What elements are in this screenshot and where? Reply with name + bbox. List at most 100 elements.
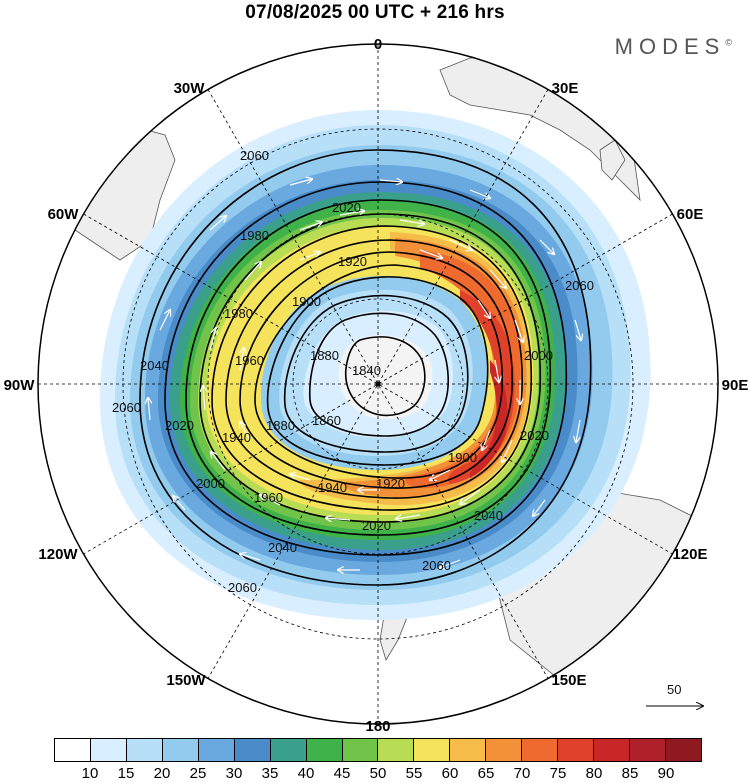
- wind-vector: [449, 239, 472, 250]
- contour-label: 1920: [338, 254, 367, 269]
- colorbar-swatch: [342, 739, 379, 761]
- contour-label: 2000: [524, 348, 553, 363]
- band-80-85: [469, 360, 508, 478]
- lon-label-120w: 120W: [38, 546, 78, 563]
- wind-vector: [460, 489, 481, 504]
- colorbar-swatch: [234, 739, 271, 761]
- map-boundary: [37, 43, 719, 725]
- wind-vector: [173, 496, 186, 511]
- lon-label-30e: 30E: [552, 80, 579, 97]
- colorbar-tick-label: 30: [225, 765, 243, 782]
- contour-1960: [225, 239, 523, 499]
- contour-label: 1900: [448, 450, 477, 465]
- wind-vector: [396, 514, 421, 519]
- lon-label-30w: 30W: [174, 80, 206, 97]
- contour-label: 1880: [310, 348, 339, 363]
- land-madagascar: [599, 139, 626, 181]
- wind-vector: [430, 469, 451, 480]
- band-70-75: [404, 250, 521, 489]
- contour-label: 2040: [268, 540, 297, 555]
- colorbar-tick-label: 60: [441, 765, 459, 782]
- reference-vector-label: 50: [667, 682, 681, 697]
- wind-vector: [533, 499, 546, 516]
- wind-vector: [203, 386, 205, 411]
- colorbar-swatch: [198, 739, 235, 761]
- contour-label: 1980: [240, 228, 269, 243]
- colorbar-swatch: [630, 739, 666, 761]
- wind-vector: [477, 299, 490, 318]
- colorbar-swatch: [486, 739, 523, 761]
- lon-label-120e: 120E: [672, 546, 707, 563]
- colorbar-tick-label: 85: [621, 765, 639, 782]
- wind-vector: [289, 179, 312, 186]
- contour-label: 2020: [362, 518, 391, 533]
- contour-label: 1840: [352, 363, 381, 378]
- wind-vector: [244, 262, 261, 281]
- contour-label-group: 2060 2060 2060 2060 2060 2040 2040 2040 …: [112, 148, 594, 595]
- contour-label: 1900: [292, 294, 321, 309]
- wind-vector: [379, 180, 402, 182]
- colorbar: [54, 738, 702, 762]
- colorbar-tick-label: 90: [657, 765, 675, 782]
- colorbar-tick-label: 35: [261, 765, 279, 782]
- contour-label: 1940: [318, 480, 347, 495]
- contour-label: 2060: [422, 558, 451, 573]
- colorbar-swatch: [414, 739, 451, 761]
- lon-label-60e: 60E: [677, 206, 704, 223]
- colorbar-tick-labels: 10 15 20 25 30 35 40 45 50 55 60 65 70 75 80 85 90: [0, 765, 750, 783]
- graticule: [38, 44, 718, 724]
- contour-label: 1860: [312, 413, 341, 428]
- wind-vector: [299, 222, 322, 231]
- wind-vectors: [148, 179, 581, 570]
- colorbar-swatch: [665, 739, 701, 761]
- wind-vector: [495, 359, 499, 382]
- wind-vector: [290, 474, 311, 481]
- wind-vector: [399, 219, 424, 224]
- colorbar-swatch: [306, 739, 343, 761]
- lon-label-90e: 90E: [722, 377, 749, 394]
- contour-label: 2020: [165, 418, 194, 433]
- reference-vector: 50: [646, 682, 703, 706]
- colorbar-swatch: [55, 739, 91, 761]
- contour-label: 2040: [140, 358, 169, 373]
- colorbar-swatch: [558, 739, 595, 761]
- contour-label: 1940: [222, 430, 251, 445]
- colorbar-swatch: [270, 739, 307, 761]
- colorbar-tick-label: 10: [81, 765, 99, 782]
- contour-1980: [211, 225, 532, 511]
- contour-label: 1960: [235, 353, 264, 368]
- contour-label: 2060: [240, 148, 269, 163]
- wind-vector: [326, 518, 351, 520]
- contour-2020: [185, 199, 552, 536]
- wind-vector: [440, 559, 461, 568]
- wind-vector: [482, 429, 491, 450]
- wind-vector: [211, 452, 226, 471]
- colorbar-tick-label: 80: [585, 765, 603, 782]
- contour-1940: [239, 251, 513, 489]
- wind-vector: [576, 419, 580, 442]
- colorbar-tick-label: 55: [405, 765, 423, 782]
- lon-label-180: 180: [365, 718, 390, 735]
- brand-name: MODES: [614, 34, 726, 59]
- wind-vector: [502, 439, 513, 462]
- colorbar-tick-label: 45: [333, 765, 351, 782]
- colorbar-tick-label: 15: [117, 765, 135, 782]
- contour-2040: [164, 181, 568, 556]
- wind-vector: [339, 211, 364, 216]
- colorbar-tick-label: 70: [513, 765, 531, 782]
- colorbar-tick-label: 50: [369, 765, 387, 782]
- wind-vector: [514, 319, 523, 342]
- wind-vector: [209, 216, 226, 231]
- colorbar-tick-label: 40: [297, 765, 315, 782]
- colorbar-swatch: [162, 739, 199, 761]
- colorbar-swatch: [594, 739, 630, 761]
- contour-label: 2060: [112, 400, 141, 415]
- wind-vector: [489, 269, 506, 288]
- wind-vector: [240, 348, 244, 371]
- pole-dot: [375, 381, 381, 387]
- lon-label-60w: 60W: [48, 206, 80, 223]
- colorbar-swatch: [90, 739, 127, 761]
- contour-label: 1960: [254, 490, 283, 505]
- map-disk: [38, 44, 718, 724]
